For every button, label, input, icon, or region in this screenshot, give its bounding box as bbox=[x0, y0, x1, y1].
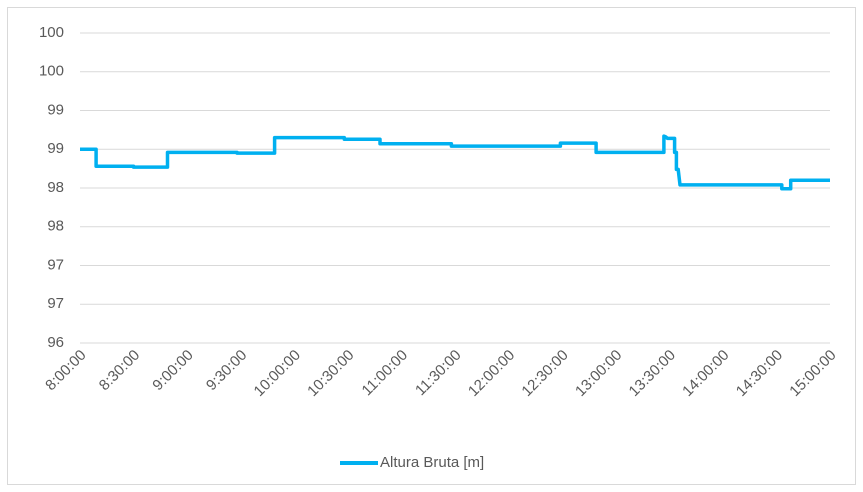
line-series bbox=[80, 134, 830, 191]
y-tick-label: 97 bbox=[47, 256, 64, 273]
legend-label: Altura Bruta [m] bbox=[380, 454, 484, 471]
y-tick-label: 100 bbox=[39, 24, 64, 41]
chart-border bbox=[7, 7, 856, 485]
y-tick-label: 98 bbox=[47, 218, 64, 235]
y-tick-label: 99 bbox=[47, 101, 64, 118]
y-tick-label: 96 bbox=[47, 334, 64, 351]
y-tick-label: 99 bbox=[47, 140, 64, 157]
y-tick-label: 98 bbox=[47, 179, 64, 196]
y-tick-label: 100 bbox=[39, 63, 64, 80]
y-tick-label: 97 bbox=[47, 295, 64, 312]
